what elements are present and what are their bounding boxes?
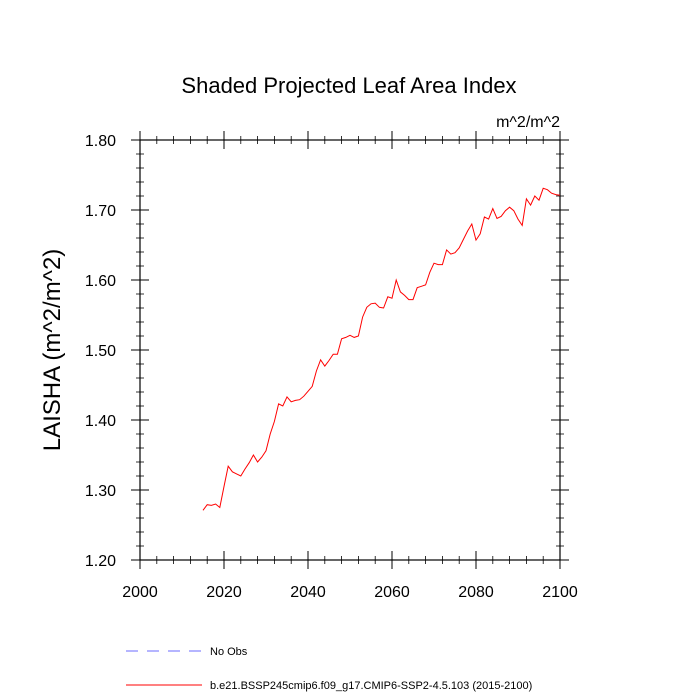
x-tick-label: 2060 bbox=[374, 584, 410, 601]
y-axis-label: LAISHA (m^2/m^2) bbox=[39, 249, 66, 452]
y-tick-label: 1.40 bbox=[85, 413, 116, 430]
legend-label-no-obs: No Obs bbox=[210, 646, 248, 658]
axis-ticks bbox=[131, 131, 569, 569]
x-tick-label: 2040 bbox=[290, 584, 326, 601]
y-tick-label: 1.20 bbox=[85, 553, 116, 570]
y-tick-label: 1.70 bbox=[85, 203, 116, 220]
series-group bbox=[202, 187, 561, 511]
y-tick-label: 1.60 bbox=[85, 273, 116, 290]
units-label: m^2/m^2 bbox=[496, 114, 560, 131]
y-tick-label: 1.50 bbox=[85, 343, 116, 360]
plot-frame bbox=[139, 139, 561, 561]
x-tick-label: 2080 bbox=[458, 584, 494, 601]
x-tick-label: 2000 bbox=[122, 584, 158, 601]
x-tick-label: 2100 bbox=[542, 584, 578, 601]
chart-title: Shaded Projected Leaf Area Index bbox=[181, 73, 516, 98]
series-line-1 bbox=[202, 187, 561, 511]
y-tick-label: 1.80 bbox=[85, 133, 116, 150]
x-tick-label: 2020 bbox=[206, 584, 242, 601]
legend: No Obs b.e21.BSSP245cmip6.f09_g17.CMIP6-… bbox=[126, 646, 532, 692]
legend-label-model-run: b.e21.BSSP245cmip6.f09_g17.CMIP6-SSP2-4.… bbox=[210, 680, 532, 692]
axis-tick-labels: 2000 2020 2040 2060 2080 2100 1.20 1.30 1.40 1.50… bbox=[85, 133, 578, 601]
y-tick-label: 1.30 bbox=[85, 483, 116, 500]
